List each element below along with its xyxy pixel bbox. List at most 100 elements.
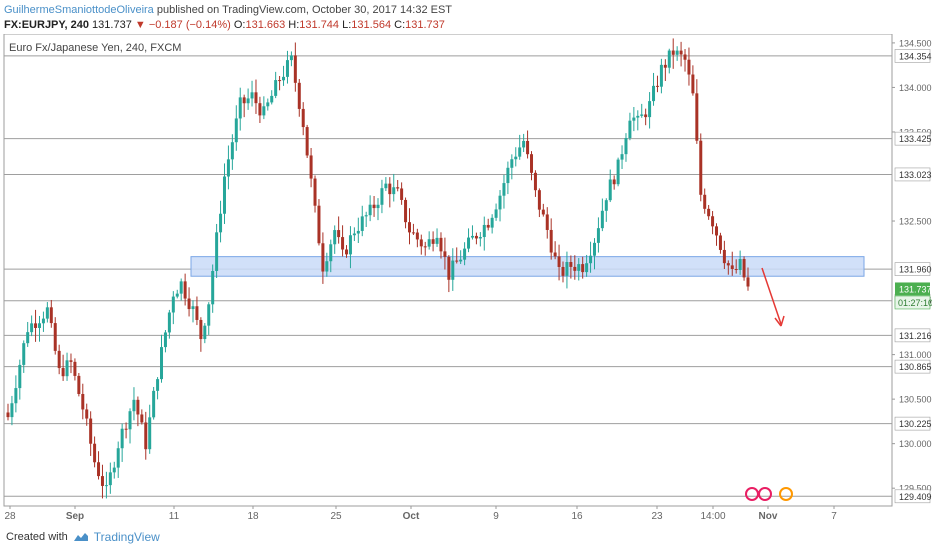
candle-body [183,281,187,299]
candle-body [526,140,530,155]
candle-body [730,265,734,269]
candle-body [250,92,254,99]
candle-body [589,255,593,264]
price-tick-label: 130.500 [899,395,932,405]
event-markers[interactable] [745,487,793,501]
candle-body [718,235,722,250]
price-chart[interactable]: Euro Fx/Japanese Yen, 240, FXCM 134.500 1… [0,34,932,526]
time-tick-label: 23 [651,511,663,522]
candle-body [746,277,750,287]
time-tick-label: Nov [759,511,778,522]
candle-body [734,268,738,270]
candle-body [541,209,545,215]
forecast-arrow-line [761,267,782,325]
candle-body [116,448,120,468]
publish-text: published on TradingView.com, October 30… [156,4,453,16]
candle-body [187,298,191,310]
candle-body [659,64,663,87]
time-tick-label: 9 [493,511,499,522]
chart-title: Euro Fx/Japanese Yen, 240, FXCM [9,42,181,54]
author-link[interactable]: GuilhermeSmaniottodeOliveira [4,4,154,16]
candle-body [128,411,132,430]
candle-body [652,85,656,102]
candle-body [65,360,69,377]
candle-body [675,50,679,55]
candle-body [211,270,215,305]
candle-body [482,224,486,238]
last-price-tag [895,282,930,296]
candle-body [57,350,61,369]
candle-body [345,249,349,255]
candle-body [258,103,262,116]
candle-body [545,214,549,230]
last-price-label: 131.737 [899,284,932,294]
time-tick-label: 18 [247,511,259,522]
time-tick-label: Oct [403,511,420,522]
candle-body [636,115,640,118]
candle-body [467,237,471,249]
event-marker-icon[interactable] [779,487,793,501]
candle-body [348,235,352,255]
candle-body [293,55,297,83]
candle-body [616,159,620,185]
time-axis[interactable]: 28 Sep 11 18 25 Oct 9 16 23 14:00 Nov 7 [4,506,837,522]
high-label: H: [288,19,300,31]
candle-body [447,256,451,280]
candle-body [140,414,144,423]
close-value: 131.737 [405,19,445,31]
level-price-label: 133.425 [899,134,932,144]
candle-body [246,98,250,104]
time-tick-label: 16 [571,511,583,522]
price-tick-label: 134.000 [899,83,932,93]
level-price-label: 134.354 [899,51,932,61]
candle-body [490,217,494,228]
candle-body [262,106,266,116]
candle-body [679,50,683,55]
candle-body [553,252,557,257]
price-axis[interactable]: 134.500134.000133.500132.500131.000130.5… [892,38,932,504]
candle-body [600,210,604,229]
candle-body [415,232,419,240]
candle-body [81,393,85,410]
event-marker-icon[interactable] [758,487,772,501]
candle-body [297,82,301,109]
candle-body [325,261,329,272]
level-price-label: 133.023 [899,170,932,180]
candle-body [191,306,195,310]
footer: Created with TradingView [6,530,160,544]
support-zone[interactable] [190,256,865,277]
candle-body [612,179,616,185]
tradingview-brand[interactable]: TradingView [93,530,160,544]
candle-body [329,244,333,262]
candle-body [41,318,45,324]
level-price-tag [894,131,931,146]
open-label: O: [233,19,246,31]
candle-body [226,159,230,177]
forecast-arrow[interactable] [761,267,785,327]
candle-body [207,304,211,326]
candle-body [282,76,286,81]
candle-body [518,147,522,157]
candle-body [699,140,703,195]
candle-body [577,264,581,271]
candle-body [585,263,589,273]
symbol: FX:EURJPY, 240 [4,19,89,31]
candle-body [443,251,447,257]
candle-body [49,307,53,324]
candle-body [596,228,600,243]
candle-body [530,154,534,173]
candle-body [285,60,289,77]
high-value: 131.744 [299,19,340,31]
candle-body [219,213,223,233]
price-tick-label: 134.500 [899,38,932,48]
candles [6,38,750,499]
price-tick-label: 131.000 [899,350,932,360]
candle-body [703,194,707,209]
candle-body [644,114,648,118]
candle-body [222,176,226,214]
level-price-tag [894,489,931,504]
countdown-label: 01:27:10 [898,298,932,308]
price-tick-label: 130.000 [899,439,932,449]
candle-body [289,55,293,61]
candle-body [73,361,77,376]
